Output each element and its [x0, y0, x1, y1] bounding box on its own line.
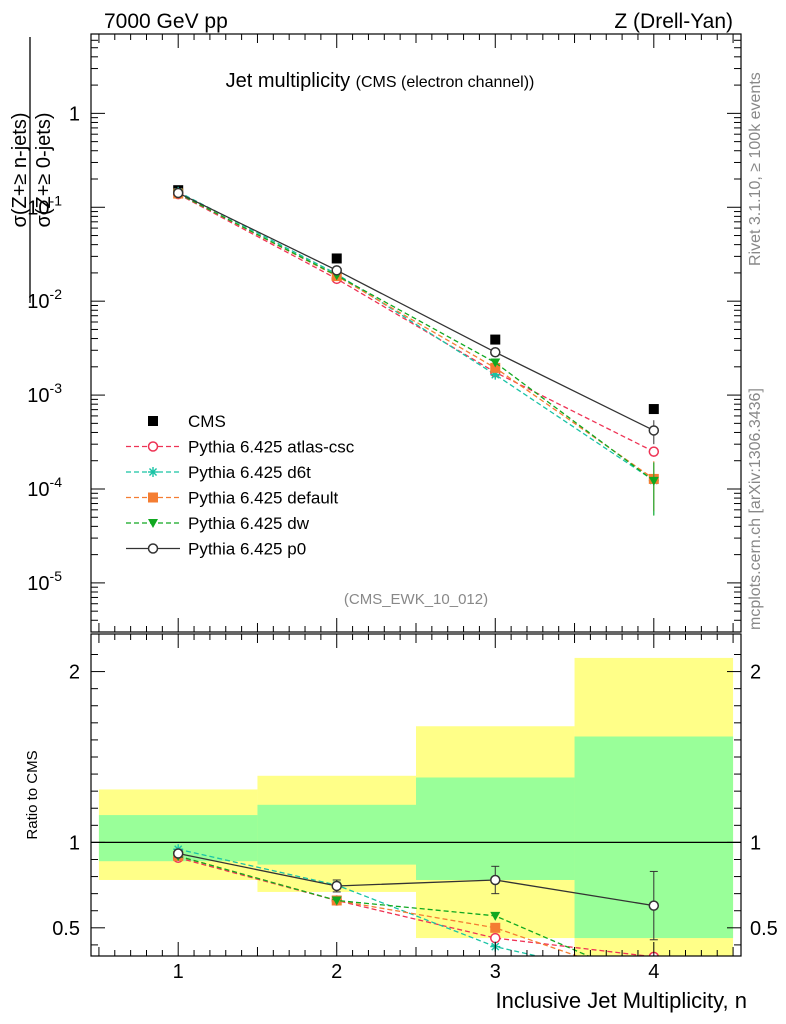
legend-entry: Pythia 6.425 default	[126, 489, 339, 508]
data-point	[490, 358, 501, 368]
ratio-point	[648, 900, 660, 911]
ratio-series-line	[178, 857, 653, 956]
data-point	[331, 253, 342, 264]
main-panel: 10-5 10-4 10-3 10-2 10-1 1	[27, 33, 742, 633]
x-axis-label: Inclusive Jet Multiplicity, n	[496, 988, 747, 1013]
main-y-tick-label: 10-4	[27, 474, 62, 501]
data-point	[172, 187, 184, 199]
main-y-tick-label: 1	[69, 103, 80, 125]
band-inner-2	[257, 804, 416, 865]
series-line	[177, 192, 655, 482]
ratio-point	[490, 932, 501, 944]
data-point	[648, 425, 660, 436]
chart-title-sub: (CMS (electron channel))	[356, 74, 535, 91]
main-y-tick-label: 10-5	[27, 568, 62, 595]
x-tick-label: 1	[173, 961, 184, 983]
header-left-label: 7000 GeV pp	[104, 10, 228, 33]
series-line	[177, 192, 655, 432]
x-tick-label: 2	[331, 961, 342, 983]
ratio-y-tick-label-right: 1	[750, 832, 761, 854]
ratio-point	[331, 880, 342, 892]
legend-entry: Pythia 6.425 d6t	[126, 463, 311, 482]
data-point	[490, 334, 501, 345]
rivet-version-label: Rivet 3.1.10, ≥ 100k events	[747, 72, 764, 266]
main-y-axis-label: σ(Z+≥ n-jets) σ(Z+≥ 0-jets)	[9, 37, 55, 303]
ratio-y-tick-label: 2	[69, 662, 80, 684]
tick-exponent: -1	[50, 192, 63, 208]
data-point	[648, 476, 659, 486]
legend-label: Pythia 6.425 dw	[188, 514, 310, 533]
analysis-id-annotation: (CMS_EWK_10_012)	[344, 591, 488, 608]
ratio-point	[331, 896, 342, 906]
legend-label: CMS	[188, 412, 226, 431]
chart-title-main: Jet multiplicity	[226, 70, 350, 92]
tick-exponent: -2	[50, 286, 63, 302]
ratio-point	[490, 874, 501, 886]
mcplots-source-label: mcplots.cern.ch [arXiv:1306.3436]	[747, 388, 764, 630]
tick-exponent: -4	[50, 474, 63, 490]
legend-marker	[148, 519, 158, 528]
tick-exponent: -3	[50, 380, 63, 396]
legend-label: Pythia 6.425 p0	[188, 540, 306, 559]
ratio-point	[172, 848, 184, 859]
legend-marker	[148, 416, 158, 426]
legend-entry: Pythia 6.425 atlas-csc	[126, 438, 355, 457]
series-pythia-6-425-atlas-csc	[172, 188, 660, 457]
ratio-point	[490, 922, 501, 933]
data-point	[648, 404, 659, 415]
main-y-tick-label: 10-2	[27, 286, 62, 313]
main-y-tick-label: 10-3	[27, 380, 62, 407]
ratio-y-axis-label: Ratio to CMS	[24, 750, 41, 839]
main-series-group	[172, 185, 660, 516]
ratio-y-tick-label: 0.5	[52, 918, 80, 940]
ratio-point	[490, 911, 501, 921]
data-point	[331, 265, 342, 276]
legend-entry: Pythia 6.425 p0	[126, 540, 306, 559]
ratio-y-tick-label: 1	[69, 832, 80, 854]
ratio-y-tick-label-right: 0.5	[750, 918, 778, 940]
x-tick-label: 4	[648, 961, 659, 983]
ratio-series-line	[178, 852, 654, 907]
legend-entry: Pythia 6.425 dw	[126, 514, 310, 533]
series-line	[177, 191, 655, 482]
legend-entry: CMS	[148, 412, 226, 431]
legend-label: Pythia 6.425 default	[188, 489, 339, 508]
ratio-y-tick-label-right: 2	[750, 662, 761, 684]
legend: CMS Pythia 6.425 atlas-csc Pythia 6.425 d6…	[126, 412, 355, 559]
series-line	[177, 192, 655, 480]
main-y-tick-label: 10-1	[27, 192, 62, 219]
legend-marker	[147, 441, 159, 452]
legend-marker	[148, 492, 158, 503]
y-label-numerator: σ(Z+≥ n-jets)	[9, 113, 31, 228]
data-point	[490, 346, 501, 358]
y-label-denominator: σ(Z+≥ 0-jets)	[33, 113, 55, 228]
tick-exponent: -5	[50, 568, 63, 584]
legend-label: Pythia 6.425 atlas-csc	[188, 438, 355, 457]
ratio-panel: 1 2 3 4 0.5 0.5 1 1 2 2	[52, 633, 778, 983]
legend-marker	[148, 467, 158, 477]
series-pythia-6-425-p0	[172, 187, 660, 445]
data-point	[648, 446, 660, 457]
series-cms	[173, 185, 659, 415]
ratio-series-pythia-6-425-p0	[172, 848, 660, 941]
star-stroke	[148, 467, 158, 477]
data-point	[490, 362, 501, 373]
series-line	[177, 193, 655, 453]
ratio-series-line	[178, 848, 540, 956]
band-inner-3	[416, 777, 575, 880]
legend-marker	[147, 543, 159, 554]
chart-title: Jet multiplicity (CMS (electron channel)…	[226, 70, 535, 92]
header-right-label: Z (Drell-Yan)	[614, 10, 733, 33]
x-tick-label: 3	[490, 961, 501, 983]
legend-label: Pythia 6.425 d6t	[188, 463, 311, 482]
